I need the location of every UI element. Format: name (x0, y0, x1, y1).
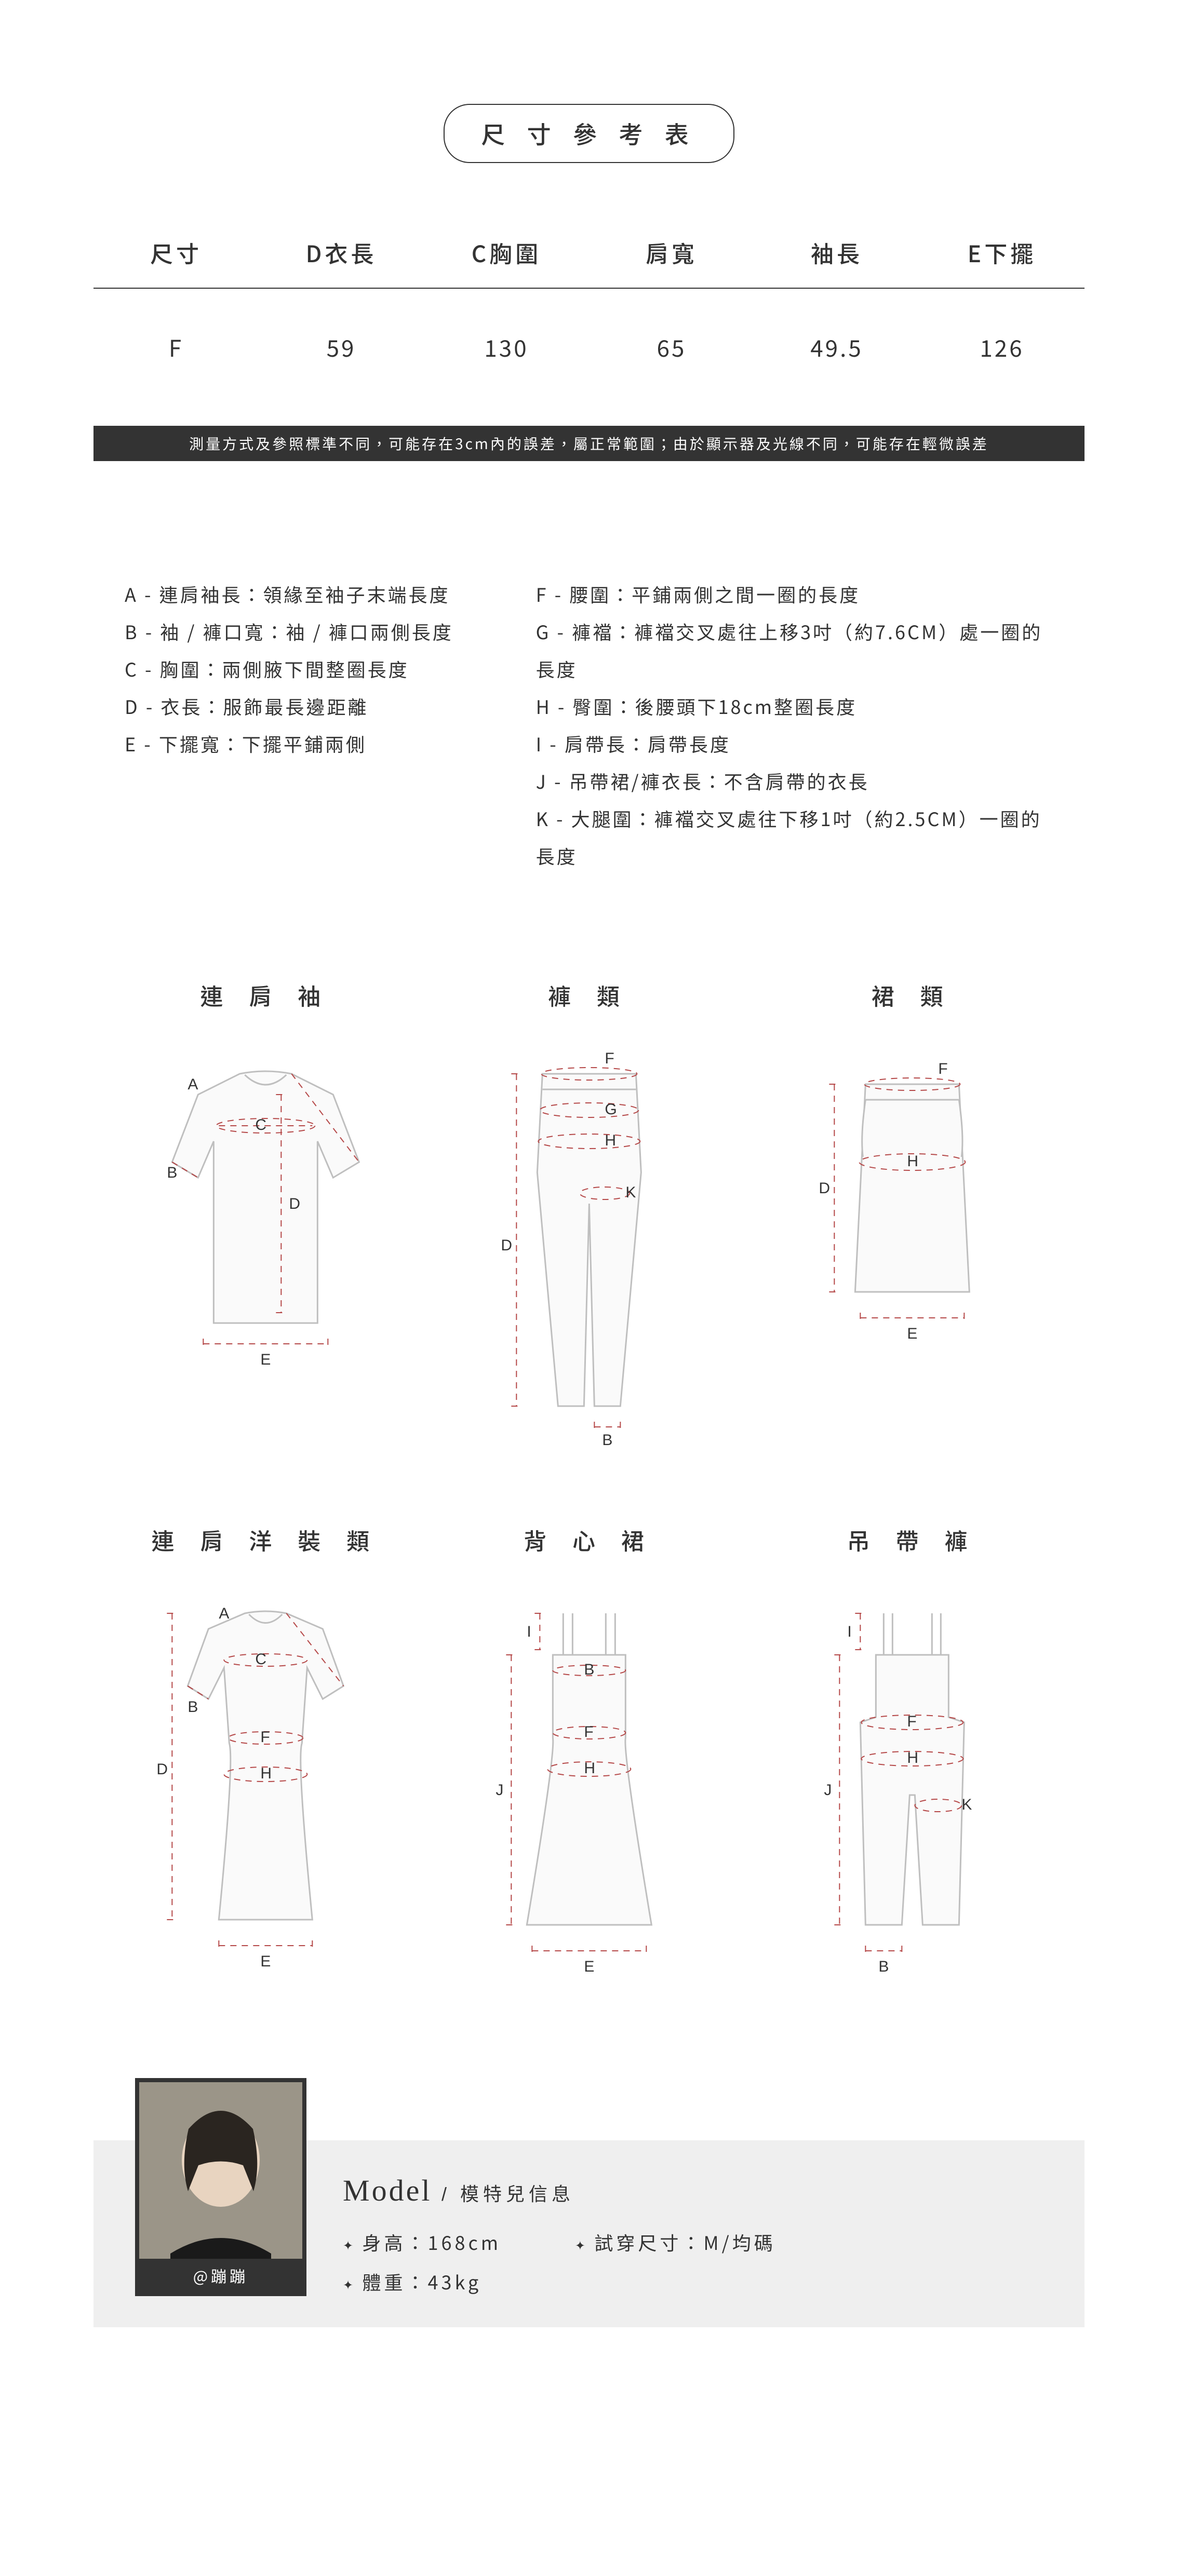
svg-text:F: F (260, 1729, 271, 1746)
model-info-section: @蹦蹦 Model / 模特兒信息 身高：168cm 試穿尺寸：M/均碼 體重：… (93, 2140, 1085, 2327)
model-photo: @蹦蹦 (135, 2078, 306, 2296)
diagram-raglan-top: 連 肩 袖 A B C D E (114, 978, 417, 1450)
diagram-title: 背 心 裙 (438, 1523, 741, 1556)
def-line: E - 下擺寬：下擺平鋪兩側 (125, 725, 494, 762)
svg-text:B: B (188, 1698, 199, 1716)
header-cell: 尺寸 (93, 236, 259, 269)
svg-text:H: H (584, 1760, 596, 1777)
svg-text:A: A (219, 1605, 230, 1622)
def-line: H - 臀圍：後腰頭下18cm整圈長度 (536, 687, 1053, 725)
svg-text:D: D (156, 1761, 169, 1778)
header-cell: 肩寬 (589, 236, 754, 269)
model-title-en: Model (343, 2174, 432, 2207)
diagram-skirt: 裙 類 F H D E (761, 978, 1064, 1450)
svg-text:J: J (496, 1782, 504, 1799)
svg-text:D: D (289, 1195, 301, 1212)
defs-left: A - 連肩袖長：領緣至袖子末端長度 B - 袖 / 褲口寬：袖 / 褲口兩側長… (125, 575, 494, 874)
data-cell: 126 (919, 330, 1085, 363)
svg-text:B: B (879, 1958, 890, 1975)
svg-text:B: B (602, 1432, 613, 1448)
page-title: 尺 寸 參 考 表 (444, 104, 734, 163)
size-table-header: 尺寸 D衣長 C胸圍 肩寬 袖長 E下擺 (93, 236, 1085, 289)
svg-text:H: H (907, 1153, 920, 1170)
model-name: @蹦蹦 (139, 2259, 302, 2292)
svg-text:K: K (962, 1796, 973, 1813)
def-line: C - 胸圍：兩側腋下間整圈長度 (125, 650, 494, 687)
title-section: 尺 寸 參 考 表 (93, 104, 1085, 163)
header-cell: 袖長 (754, 236, 919, 269)
model-try-size: 試穿尺寸：M/均碼 (575, 2229, 776, 2256)
data-cell: 65 (589, 330, 754, 363)
diagram-title: 吊 帶 褲 (761, 1523, 1064, 1556)
svg-text:G: G (605, 1101, 618, 1118)
defs-right: F - 腰圍：平鋪兩側之間一圈的長度 G - 褲襠：褲襠交叉處往上移3吋（約7.… (536, 575, 1053, 874)
header-cell: E下擺 (919, 236, 1085, 269)
diagram-overalls: 吊 帶 褲 I F H K J B (761, 1523, 1064, 1995)
def-line: I - 肩帶長：肩帶長度 (536, 725, 1053, 762)
data-cell: 130 (424, 330, 589, 363)
diagram-cami-dress: 背 心 裙 I B F H J E (438, 1523, 741, 1995)
model-weight: 體重：43kg (343, 2268, 544, 2295)
pants-svg: F G H K D B (438, 1043, 741, 1448)
cami-dress-svg: I B F H J E (438, 1587, 741, 1992)
diagram-title: 連 肩 洋 裝 類 (114, 1523, 417, 1556)
skirt-svg: F H D E (761, 1043, 1064, 1448)
header-cell: D衣長 (259, 236, 424, 269)
diagram-pants: 褲 類 F G H K D B (438, 978, 741, 1450)
svg-text:B: B (167, 1164, 178, 1181)
diagram-raglan-dress: 連 肩 洋 裝 類 A B C F H D E (114, 1523, 417, 1995)
measurement-definitions: A - 連肩袖長：領緣至袖子末端長度 B - 袖 / 褲口寬：袖 / 褲口兩側長… (93, 575, 1085, 874)
svg-text:C: C (255, 1116, 267, 1134)
header-cell: C胸圍 (424, 236, 589, 269)
def-line: G - 褲襠：褲襠交叉處往上移3吋（約7.6CM）處一圈的長度 (536, 613, 1053, 687)
measurement-note: 測量方式及參照標準不同，可能存在3cm內的誤差，屬正常範圍；由於顯示器及光線不同… (93, 426, 1085, 461)
def-line: B - 袖 / 褲口寬：袖 / 褲口兩側長度 (125, 613, 494, 650)
model-info-text: Model / 模特兒信息 身高：168cm 試穿尺寸：M/均碼 體重：43kg (343, 2173, 776, 2295)
data-cell: F (93, 330, 259, 363)
svg-text:H: H (260, 1765, 273, 1782)
svg-text:A: A (188, 1076, 199, 1093)
svg-text:J: J (824, 1782, 833, 1799)
svg-text:E: E (260, 1351, 272, 1368)
svg-text:H: H (907, 1749, 920, 1766)
def-line: F - 腰圍：平鋪兩側之間一圈的長度 (536, 575, 1053, 613)
model-info-title: Model / 模特兒信息 (343, 2173, 776, 2208)
size-table: 尺寸 D衣長 C胸圍 肩寬 袖長 E下擺 F 59 130 65 49.5 12… (93, 236, 1085, 405)
svg-text:E: E (260, 1953, 272, 1970)
data-cell: 49.5 (754, 330, 919, 363)
svg-text:F: F (907, 1713, 918, 1730)
model-stats: 身高：168cm 試穿尺寸：M/均碼 體重：43kg (343, 2229, 776, 2295)
def-line: A - 連肩袖長：領緣至袖子末端長度 (125, 575, 494, 613)
def-line: J - 吊帶裙/褲衣長：不含肩帶的衣長 (536, 762, 1053, 800)
overalls-svg: I F H K J B (761, 1587, 1064, 1992)
svg-text:I: I (848, 1623, 853, 1640)
raglan-top-svg: A B C D E (114, 1043, 417, 1448)
def-line: K - 大腿圍：褲襠交叉處往下移1吋（約2.5CM）一圈的長度 (536, 800, 1053, 874)
svg-text:H: H (605, 1132, 617, 1149)
svg-text:B: B (584, 1661, 595, 1678)
svg-text:E: E (584, 1958, 595, 1975)
raglan-dress-svg: A B C F H D E (114, 1587, 417, 1992)
diagram-title: 連 肩 袖 (114, 978, 417, 1011)
garment-diagrams: 連 肩 袖 A B C D E 褲 類 (93, 978, 1085, 1995)
data-cell: 59 (259, 330, 424, 363)
svg-text:D: D (819, 1180, 832, 1197)
diagram-title: 裙 類 (761, 978, 1064, 1011)
svg-text:C: C (255, 1651, 267, 1668)
svg-text:E: E (907, 1325, 919, 1342)
svg-text:I: I (527, 1623, 532, 1640)
model-height: 身高：168cm (343, 2229, 544, 2256)
svg-text:F: F (939, 1060, 949, 1077)
svg-text:F: F (584, 1723, 594, 1741)
diagram-title: 褲 類 (438, 978, 741, 1011)
def-line: D - 衣長：服飾最長邊距離 (125, 687, 494, 725)
size-table-row: F 59 130 65 49.5 126 (93, 289, 1085, 405)
svg-text:D: D (501, 1237, 513, 1254)
model-title-cn: 模特兒信息 (460, 2183, 574, 2205)
svg-text:K: K (625, 1184, 637, 1201)
svg-text:F: F (605, 1050, 615, 1067)
